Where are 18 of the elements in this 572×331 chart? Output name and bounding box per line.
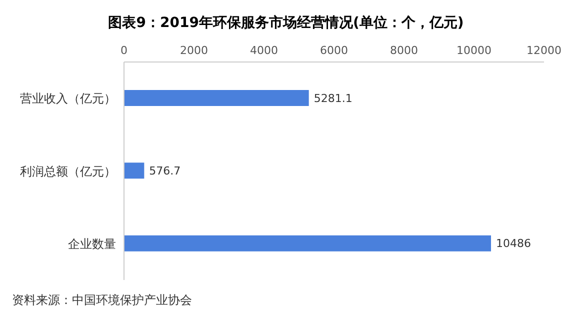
data-label: 5281.1	[314, 92, 352, 105]
y-tick-label: 利润总额（亿元）	[20, 164, 116, 178]
chart-title: 图表9：2019年环保服务市场经营情况(单位：个，亿元)	[107, 14, 465, 33]
data-label: 10486	[496, 237, 532, 250]
bar	[124, 90, 309, 106]
x-tick-label: 12000	[526, 44, 562, 57]
x-tick-label: 8000	[390, 44, 418, 57]
x-tick-label: 0	[120, 44, 128, 57]
y-tick-label: 营业收入（亿元）	[20, 92, 116, 106]
x-tick-label: 10000	[456, 44, 492, 57]
bar	[124, 235, 492, 252]
data-label: 576.7	[149, 164, 181, 178]
text: 资料来源：中国环境保护产业协会	[11, 292, 193, 309]
x-tick-label: 4000	[250, 44, 278, 57]
y-tick-label: 企业数量	[68, 236, 116, 251]
x-tick-label: 2000	[180, 44, 208, 57]
bar	[124, 162, 144, 179]
x-tick-label: 6000	[320, 44, 348, 57]
